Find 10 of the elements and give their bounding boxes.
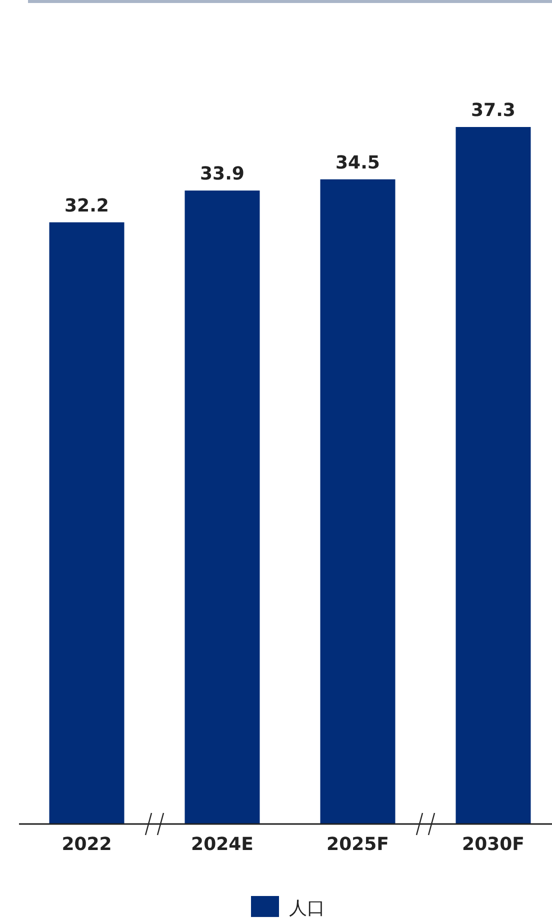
- legend-label: 人口: [289, 898, 325, 918]
- data-label: 33.9: [200, 164, 244, 185]
- x-tick-label: 2024E: [191, 834, 254, 855]
- data-label: 32.2: [64, 195, 109, 216]
- legend: 人口: [251, 896, 325, 918]
- x-tick-label: 2022: [62, 834, 112, 855]
- x-tick-label: 2025F: [326, 834, 389, 855]
- data-label: 34.5: [336, 152, 380, 174]
- x-tick-label: 2030F: [462, 834, 524, 855]
- data-label: 37.3: [471, 100, 516, 121]
